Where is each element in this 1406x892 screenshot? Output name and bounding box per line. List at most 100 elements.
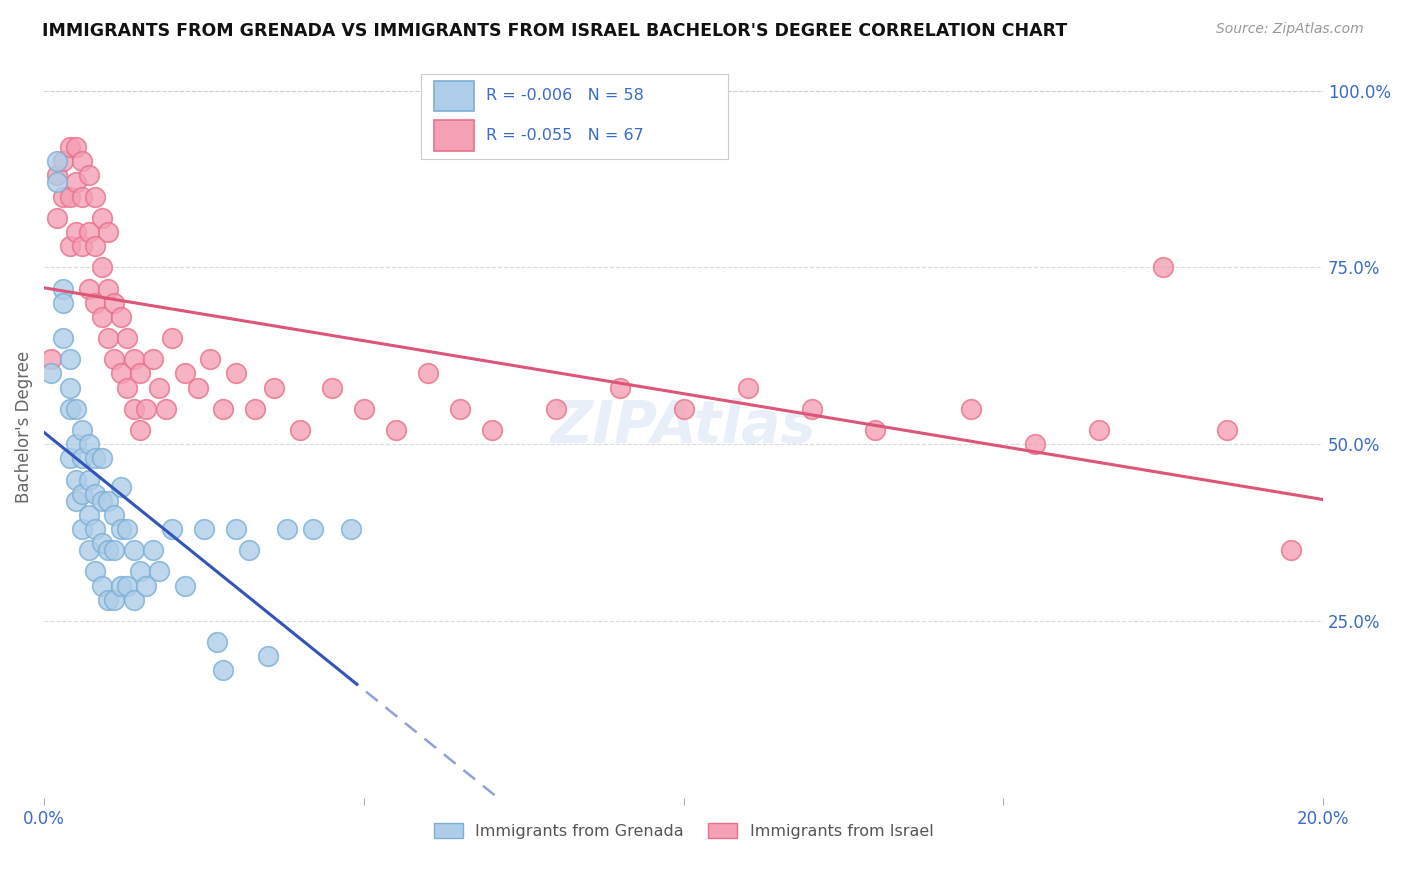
- Text: IMMIGRANTS FROM GRENADA VS IMMIGRANTS FROM ISRAEL BACHELOR'S DEGREE CORRELATION : IMMIGRANTS FROM GRENADA VS IMMIGRANTS FR…: [42, 22, 1067, 40]
- Point: [135, 401, 157, 416]
- Point: [129, 367, 152, 381]
- Point: [59, 401, 82, 416]
- Point: [84, 451, 107, 466]
- Point: [173, 579, 195, 593]
- Point: [84, 565, 107, 579]
- Point: [110, 579, 132, 593]
- Point: [737, 380, 759, 394]
- Point: [117, 522, 139, 536]
- Point: [72, 451, 94, 466]
- Point: [1024, 437, 1046, 451]
- Point: [1152, 260, 1174, 275]
- Point: [59, 239, 82, 253]
- Point: [97, 225, 120, 239]
- Point: [77, 225, 100, 239]
- Text: Source: ZipAtlas.com: Source: ZipAtlas.com: [1216, 22, 1364, 37]
- Point: [122, 401, 145, 416]
- Point: [52, 295, 75, 310]
- Point: [416, 367, 439, 381]
- Point: [84, 522, 107, 536]
- Point: [103, 592, 125, 607]
- Point: [129, 565, 152, 579]
- Point: [160, 331, 183, 345]
- Point: [90, 493, 112, 508]
- Point: [110, 522, 132, 536]
- Point: [65, 140, 87, 154]
- Point: [77, 508, 100, 522]
- Point: [1216, 423, 1239, 437]
- Point: [77, 543, 100, 558]
- Point: [65, 493, 87, 508]
- Point: [65, 473, 87, 487]
- Point: [97, 331, 120, 345]
- Point: [65, 176, 87, 190]
- Point: [225, 367, 247, 381]
- Point: [72, 154, 94, 169]
- Point: [110, 480, 132, 494]
- Point: [353, 401, 375, 416]
- Point: [117, 579, 139, 593]
- Point: [544, 401, 567, 416]
- Point: [385, 423, 408, 437]
- Point: [97, 543, 120, 558]
- Point: [672, 401, 695, 416]
- Point: [103, 295, 125, 310]
- Point: [72, 486, 94, 500]
- Point: [193, 522, 215, 536]
- Point: [276, 522, 298, 536]
- Point: [45, 169, 67, 183]
- Point: [960, 401, 983, 416]
- Point: [187, 380, 209, 394]
- Point: [45, 211, 67, 225]
- Point: [72, 522, 94, 536]
- Point: [39, 352, 62, 367]
- Point: [340, 522, 363, 536]
- Point: [122, 543, 145, 558]
- Point: [142, 543, 165, 558]
- Point: [90, 211, 112, 225]
- Point: [97, 592, 120, 607]
- Point: [72, 423, 94, 437]
- Point: [173, 367, 195, 381]
- Point: [257, 649, 280, 664]
- Y-axis label: Bachelor's Degree: Bachelor's Degree: [15, 351, 32, 502]
- Point: [301, 522, 323, 536]
- Point: [110, 310, 132, 324]
- Point: [205, 635, 228, 649]
- Point: [65, 437, 87, 451]
- Point: [65, 225, 87, 239]
- Point: [65, 401, 87, 416]
- Point: [1279, 543, 1302, 558]
- Point: [103, 352, 125, 367]
- Point: [200, 352, 222, 367]
- Point: [90, 536, 112, 550]
- Point: [1088, 423, 1111, 437]
- Legend: Immigrants from Grenada, Immigrants from Israel: Immigrants from Grenada, Immigrants from…: [427, 817, 939, 846]
- Point: [84, 189, 107, 203]
- Point: [59, 140, 82, 154]
- Point: [59, 352, 82, 367]
- Point: [90, 451, 112, 466]
- Point: [122, 592, 145, 607]
- Point: [148, 380, 170, 394]
- Point: [90, 579, 112, 593]
- Point: [155, 401, 177, 416]
- Point: [77, 169, 100, 183]
- Point: [45, 176, 67, 190]
- Point: [481, 423, 503, 437]
- Point: [800, 401, 823, 416]
- Point: [135, 579, 157, 593]
- Point: [160, 522, 183, 536]
- Point: [84, 486, 107, 500]
- Point: [110, 367, 132, 381]
- Point: [103, 508, 125, 522]
- Point: [45, 154, 67, 169]
- Point: [72, 239, 94, 253]
- Point: [72, 189, 94, 203]
- Text: ZIPAtlas: ZIPAtlas: [551, 398, 817, 455]
- Point: [238, 543, 260, 558]
- Point: [84, 239, 107, 253]
- Point: [103, 543, 125, 558]
- Point: [77, 473, 100, 487]
- Point: [90, 310, 112, 324]
